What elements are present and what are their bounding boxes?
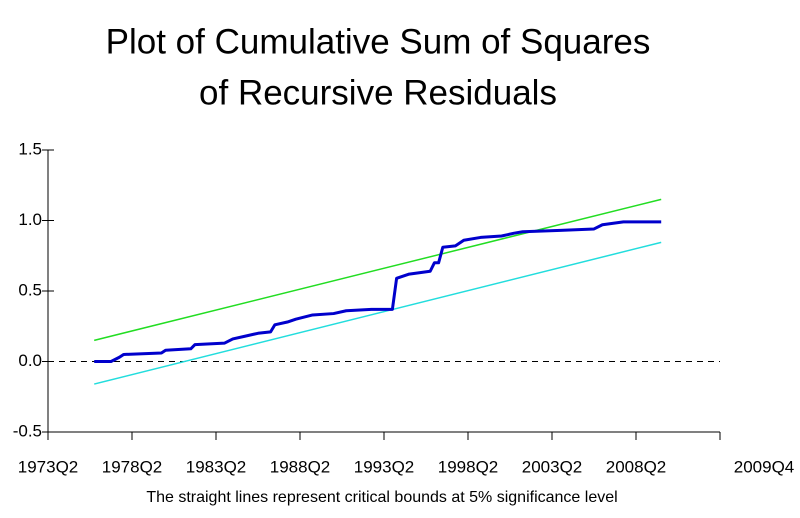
- chart-title: of Recursive Residuals: [199, 73, 557, 112]
- x-tick-label: 1973Q2: [18, 457, 79, 476]
- y-tick-label: -0.5: [13, 421, 42, 440]
- x-tick-label: 1983Q2: [186, 457, 247, 476]
- y-tick-label: 1.0: [18, 210, 42, 229]
- y-tick-label: 1.5: [18, 139, 42, 158]
- x-tick-label: 1998Q2: [438, 457, 499, 476]
- y-tick-label: 0.5: [18, 280, 42, 299]
- x-tick-label: 2008Q2: [606, 457, 667, 476]
- chart-title: Plot of Cumulative Sum of Squares: [106, 22, 651, 61]
- data-line: [94, 220, 662, 363]
- data-line: [94, 241, 662, 385]
- data-line: [94, 198, 662, 342]
- y-tick-label: 0.0: [18, 351, 42, 370]
- x-tick-label: 1978Q2: [102, 457, 163, 476]
- x-tick-label: 2003Q2: [522, 457, 583, 476]
- footnote: The straight lines represent critical bo…: [146, 489, 617, 506]
- x-end-label: 2009Q4: [734, 457, 795, 476]
- x-tick-label: 1988Q2: [270, 457, 331, 476]
- x-tick-label: 1993Q2: [354, 457, 415, 476]
